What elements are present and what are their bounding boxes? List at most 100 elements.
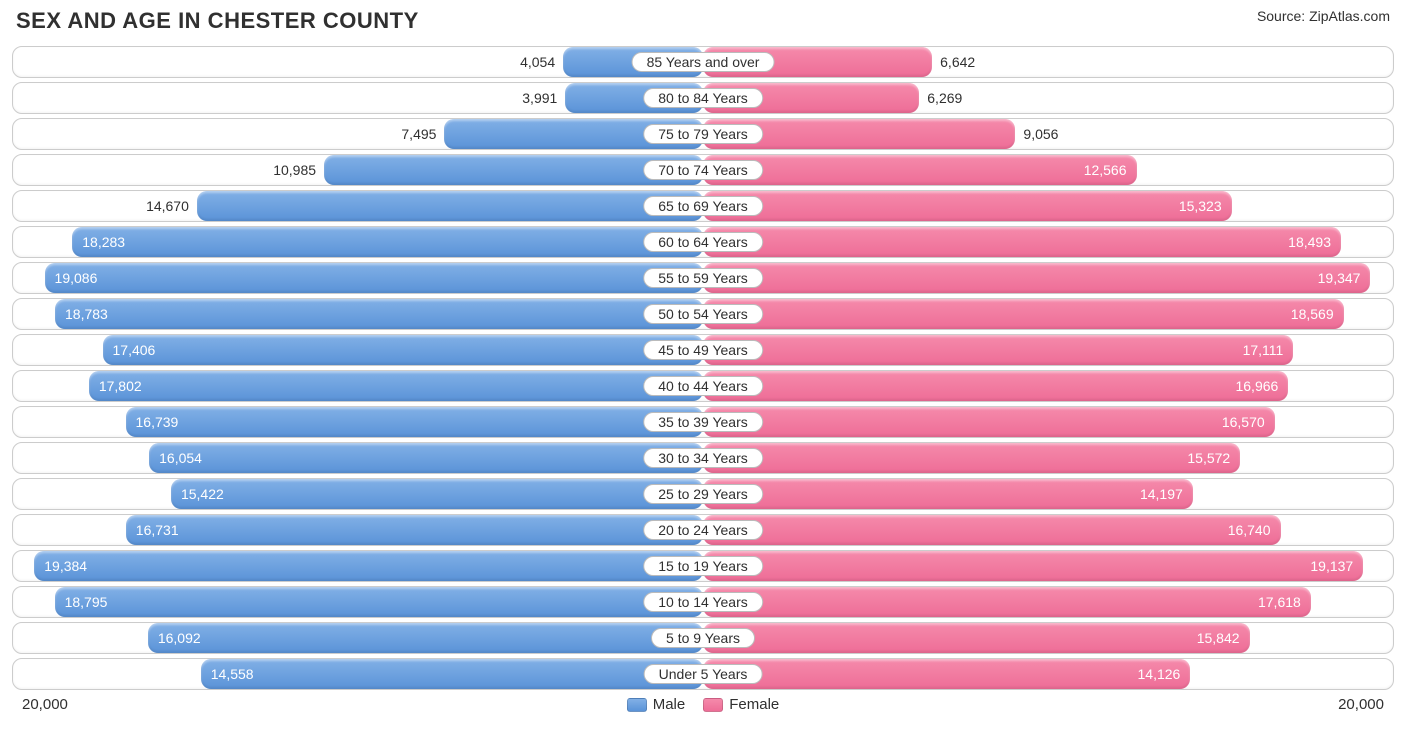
female-swatch-icon	[703, 698, 723, 712]
pyramid-row: 18,795 17,61810 to 14 Years	[12, 586, 1394, 618]
pyramid-row: 16,09215,8425 to 9 Years	[12, 622, 1394, 654]
male-half: 4,054	[13, 47, 703, 77]
female-bar: 15,572	[703, 443, 1240, 473]
legend: Male Female	[627, 696, 780, 713]
male-bar: 17,406	[103, 335, 704, 365]
pyramid-row: 19,08619,34755 to 59 Years	[12, 262, 1394, 294]
legend-female-label: Female	[729, 696, 779, 713]
chart-title: SEX AND AGE IN CHESTER COUNTY	[16, 8, 419, 34]
male-half: 19,384	[13, 551, 703, 581]
male-value: 16,092	[158, 630, 201, 646]
category-label: 30 to 34 Years	[643, 448, 763, 468]
pyramid-row: 14,670 15,323 65 to 69 Years	[12, 190, 1394, 222]
female-half: 6,269	[703, 83, 1393, 113]
category-label: 80 to 84 Years	[643, 88, 763, 108]
female-value: 6,642	[940, 54, 975, 70]
male-half: 14,558	[13, 659, 703, 689]
male-value: 14,558	[211, 666, 254, 682]
female-value: 16,570	[1222, 414, 1265, 430]
female-bar: 14,197	[703, 479, 1193, 509]
female-bar: 17,618	[703, 587, 1311, 617]
male-bar: 19,384	[34, 551, 703, 581]
male-value: 19,086	[55, 270, 98, 286]
female-half: 15,323	[703, 191, 1393, 221]
legend-male: Male	[627, 696, 686, 713]
male-bar: 18,283	[72, 227, 703, 257]
male-value: 4,054	[520, 54, 555, 70]
female-half: 15,842	[703, 623, 1393, 653]
male-value: 18,783	[65, 306, 108, 322]
female-half: 9,056	[703, 119, 1393, 149]
category-label: 20 to 24 Years	[643, 520, 763, 540]
category-label: 65 to 69 Years	[643, 196, 763, 216]
chart-source: Source: ZipAtlas.com	[1257, 8, 1390, 24]
pyramid-row: 16,731 16,740 20 to 24 Years	[12, 514, 1394, 546]
axis-label-right: 20,000	[1338, 696, 1384, 713]
male-value: 19,384	[44, 558, 87, 574]
female-half: 17,618	[703, 587, 1393, 617]
male-value: 15,422	[181, 486, 224, 502]
male-value: 16,731	[136, 522, 179, 538]
female-value: 16,966	[1235, 378, 1278, 394]
female-half: 18,493	[703, 227, 1393, 257]
male-half: 16,092	[13, 623, 703, 653]
female-bar: 18,493	[703, 227, 1341, 257]
male-half: 15,422	[13, 479, 703, 509]
female-bar: 19,137	[703, 551, 1363, 581]
male-half: 19,086	[13, 263, 703, 293]
male-value: 18,795	[65, 594, 108, 610]
female-value: 15,323	[1179, 198, 1222, 214]
axis-label-left: 20,000	[22, 696, 68, 713]
male-bar: 18,783	[55, 299, 703, 329]
male-value: 10,985	[273, 162, 316, 178]
female-half: 15,572	[703, 443, 1393, 473]
category-label: 15 to 19 Years	[643, 556, 763, 576]
pyramid-row: 17,40617,11145 to 49 Years	[12, 334, 1394, 366]
female-half: 16,966	[703, 371, 1393, 401]
male-bar: 19,086	[45, 263, 703, 293]
pyramid-row: 15,422 14,197 25 to 29 Years	[12, 478, 1394, 510]
female-value: 16,740	[1228, 522, 1271, 538]
male-value: 16,739	[136, 414, 179, 430]
female-value: 9,056	[1023, 126, 1058, 142]
female-value: 14,197	[1140, 486, 1183, 502]
category-label: 60 to 64 Years	[643, 232, 763, 252]
male-half: 18,283	[13, 227, 703, 257]
male-bar: 17,802	[89, 371, 703, 401]
category-label: 10 to 14 Years	[643, 592, 763, 612]
pyramid-row: 18,283 18,49360 to 64 Years	[12, 226, 1394, 258]
legend-female: Female	[703, 696, 779, 713]
category-label: 25 to 29 Years	[643, 484, 763, 504]
male-bar: 16,054	[149, 443, 703, 473]
male-bar: 16,739	[126, 407, 703, 437]
female-bar: 15,323	[703, 191, 1232, 221]
female-value: 19,347	[1318, 270, 1361, 286]
pyramid-row: 4,054 6,642 85 Years and over	[12, 46, 1394, 78]
legend-male-label: Male	[653, 696, 686, 713]
female-value: 12,566	[1084, 162, 1127, 178]
pyramid-row: 19,384 19,13715 to 19 Years	[12, 550, 1394, 582]
male-bar: 14,558	[201, 659, 703, 689]
chart-footer: 20,000 Male Female 20,000	[12, 694, 1394, 713]
pyramid-row: 14,55814,126Under 5 Years	[12, 658, 1394, 690]
male-value: 16,054	[159, 450, 202, 466]
category-label: 85 Years and over	[632, 52, 775, 72]
female-bar: 17,111	[703, 335, 1293, 365]
female-half: 6,642	[703, 47, 1393, 77]
female-value: 15,572	[1187, 450, 1230, 466]
male-half: 18,795	[13, 587, 703, 617]
male-bar: 18,795	[55, 587, 703, 617]
pyramid-row: 16,73916,57035 to 39 Years	[12, 406, 1394, 438]
male-value: 18,283	[82, 234, 125, 250]
male-bar	[197, 191, 703, 221]
male-value: 17,802	[99, 378, 142, 394]
female-bar: 18,569	[703, 299, 1344, 329]
pyramid-row: 16,054 15,572 30 to 34 Years	[12, 442, 1394, 474]
female-half: 17,111	[703, 335, 1393, 365]
male-half: 10,985	[13, 155, 703, 185]
male-half: 14,670	[13, 191, 703, 221]
female-half: 14,126	[703, 659, 1393, 689]
male-half: 18,783	[13, 299, 703, 329]
female-value: 14,126	[1138, 666, 1181, 682]
female-half: 16,570	[703, 407, 1393, 437]
